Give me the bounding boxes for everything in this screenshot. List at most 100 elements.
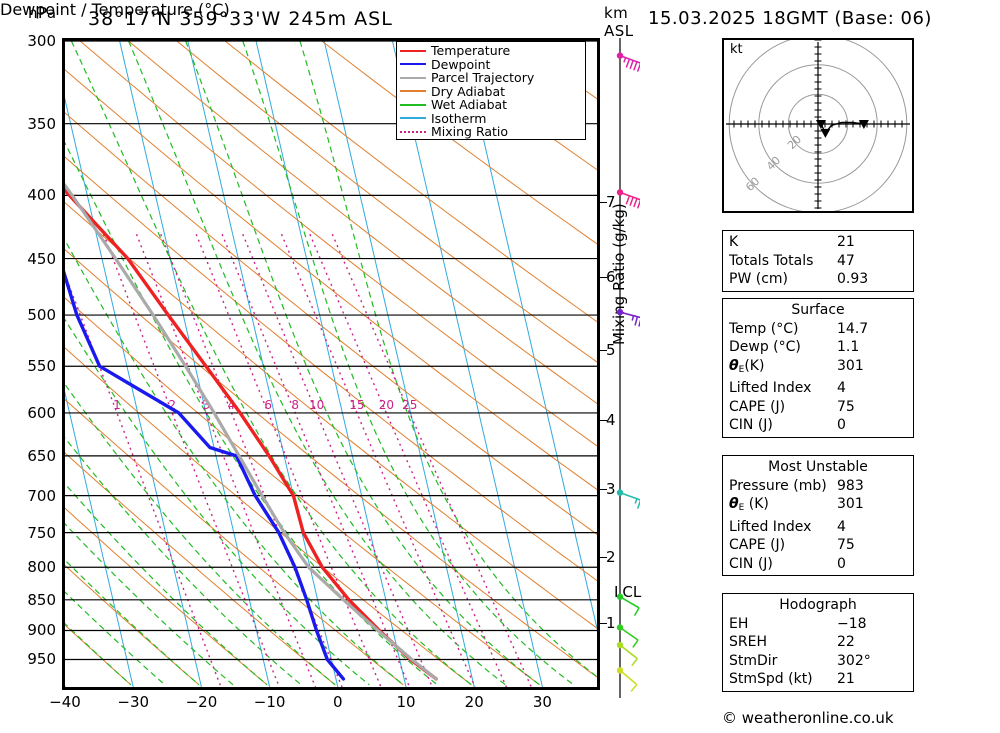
hodograph-ring-label: 20: [785, 133, 804, 152]
hodograph-marker: [815, 120, 826, 129]
pressure-tick-950: 950: [27, 650, 56, 669]
pressure-tick-900: 900: [27, 621, 56, 640]
sounding-diagram: hPa km ASL 38°17'N 359°33'W 245m ASL 1 2 3…: [0, 0, 641, 711]
temperature-tick-30: 30: [532, 693, 552, 711]
pressure-tick-600: 600: [27, 403, 56, 422]
data-value: 0: [837, 417, 846, 433]
km-unit-label: km: [604, 4, 629, 22]
data-row: Lifted Index 4: [723, 379, 913, 398]
data-value: 4: [837, 380, 846, 396]
data-key: PW (cm): [729, 271, 788, 287]
data-value: 301: [837, 496, 864, 512]
legend-swatch: [400, 63, 426, 66]
temperature-tick--40: −40: [49, 693, 81, 711]
data-key: θE(K): [729, 357, 765, 375]
data-key: Dewp (°C): [729, 339, 801, 355]
svg-text:3: 3: [203, 398, 211, 412]
data-key: Pressure (mb): [729, 477, 827, 494]
legend: Temperature Dewpoint Parcel Trajectory Dry …: [396, 41, 586, 140]
data-key: CIN (J): [729, 417, 773, 433]
wind-barb: [616, 189, 640, 209]
data-value: 4: [837, 518, 846, 535]
data-key: CIN (J): [729, 555, 773, 572]
panel-indices: K 21 Totals Totals 47 PW (cm) 0.93: [722, 230, 914, 292]
wind-barb: [616, 308, 640, 327]
data-value: 1.1: [837, 339, 860, 355]
data-key: K: [729, 234, 739, 250]
asl-unit-label: ASL: [604, 22, 634, 40]
legend-item-mixing-ratio: Mixing Ratio: [400, 125, 582, 139]
pressure-tick-450: 450: [27, 249, 56, 268]
data-key: Lifted Index: [729, 518, 812, 535]
data-key: Lifted Index: [729, 380, 812, 396]
data-row: CAPE (J) 75: [723, 398, 913, 417]
data-value: −18: [837, 615, 867, 632]
data-row: CIN (J) 0: [723, 555, 913, 574]
wind-barb-column: [616, 38, 640, 698]
pressure-tick-850: 850: [27, 590, 56, 609]
data-key: StmSpd (kt): [729, 671, 813, 687]
data-row: θE(K) 301: [723, 357, 913, 380]
legend-item-temperature: Temperature: [400, 44, 582, 58]
temperature-tick--10: −10: [253, 693, 286, 711]
data-value: 75: [837, 398, 855, 415]
data-value: 301: [837, 357, 864, 374]
legend-item-wet-adiabat: Wet Adiabat: [400, 98, 582, 112]
svg-text:4: 4: [228, 398, 236, 412]
altitude-tickmark: [600, 276, 607, 278]
temperature-tick--30: −30: [117, 693, 150, 711]
pressure-tick-650: 650: [27, 446, 56, 465]
hodograph-plot: 20 40 60 kt: [722, 38, 914, 213]
legend-label: Mixing Ratio: [431, 124, 509, 140]
run-date-header: 15.03.2025 18GMT (Base: 06): [648, 8, 932, 29]
altitude-tick-5: 5: [606, 340, 616, 359]
legend-swatch: [400, 76, 426, 79]
legend-label: Isotherm: [431, 110, 487, 126]
wind-barb: [616, 52, 640, 72]
data-row: PW (cm) 0.93: [723, 270, 913, 289]
data-row: K 21: [723, 233, 913, 252]
temperature-tick-10: 10: [396, 693, 416, 711]
panel-title: Surface: [791, 302, 845, 318]
data-key: CAPE (J): [729, 537, 786, 553]
altitude-tick-2: 2: [606, 547, 616, 566]
data-row: EH −18: [723, 615, 913, 634]
wind-barb: [616, 667, 638, 692]
data-key: CAPE (J): [729, 398, 786, 415]
data-key: θE (K): [729, 496, 769, 513]
altitude-tick-6: 6: [606, 267, 616, 286]
altitude-tickmark: [600, 349, 607, 351]
data-key: EH: [729, 615, 749, 632]
altitude-tick-3: 3: [606, 480, 616, 499]
altitude-tick-1: 1: [606, 613, 616, 632]
legend-label: Parcel Trajectory: [431, 70, 535, 86]
legend-item-dewpoint: Dewpoint: [400, 58, 582, 72]
data-value: 21: [837, 671, 855, 687]
legend-item-dry-adiabat: Dry Adiabat: [400, 85, 582, 99]
panel-title: Hodograph: [779, 597, 857, 613]
pressure-tick-700: 700: [27, 486, 56, 505]
hodograph-marker: [858, 120, 869, 129]
pressure-tick-350: 350: [27, 114, 56, 133]
legend-label: Temperature: [431, 43, 511, 59]
altitude-tickmark: [600, 489, 607, 491]
data-value: 21: [837, 234, 855, 250]
wind-barb: [616, 624, 639, 648]
data-row: Temp (°C) 14.7: [723, 320, 913, 339]
data-value: 22: [837, 634, 855, 650]
hodograph-unit-label: kt: [730, 42, 743, 57]
skewt-canvas: 1 2 3 4 6 8 10 15 20 25: [65, 41, 597, 687]
data-row: Lifted Index 4: [723, 518, 913, 537]
pressure-tick-550: 550: [27, 357, 56, 376]
legend-label: Wet Adiabat: [431, 97, 508, 113]
skewt-plot-area: 1 2 3 4 6 8 10 15 20 25: [62, 38, 600, 690]
data-row: StmSpd (kt) 21: [723, 670, 913, 689]
svg-text:1: 1: [113, 398, 121, 412]
altitude-tickmark: [600, 202, 607, 204]
legend-item-isotherm: Isotherm: [400, 112, 582, 126]
legend-swatch: [400, 117, 426, 120]
altitude-tickmark: [600, 420, 607, 422]
temperature-tick--20: −20: [185, 693, 218, 711]
